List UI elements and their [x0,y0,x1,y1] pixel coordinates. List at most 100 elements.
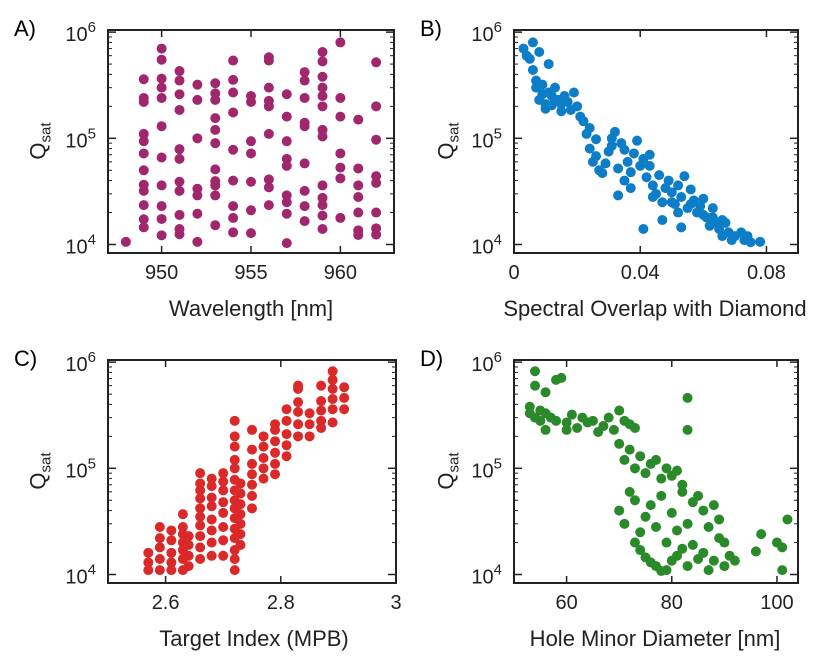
data-point-a [281,89,292,100]
data-point-d [703,522,714,533]
data-point-b [534,46,545,57]
data-point-c [218,468,229,479]
data-point-a [263,200,274,211]
data-point-a [281,197,292,208]
data-point-a [174,209,185,220]
data-point-a [353,163,364,174]
data-point-c [206,501,217,512]
data-point-c [218,476,229,487]
data-point-b [537,79,548,90]
data-point-d [635,451,646,462]
data-point-d [666,507,677,518]
data-point-c [293,431,304,442]
data-point-a [192,94,203,105]
data-point-b [600,158,611,169]
data-point-b [572,101,583,112]
axes-frame-d [513,359,799,584]
data-point-b [524,53,535,64]
panel-letter-b: B) [420,16,442,41]
data-point-d [614,438,625,449]
x-tick-label-a: 960 [324,262,357,284]
data-point-c [229,463,240,474]
data-point-b [685,199,696,210]
data-point-a [299,185,310,196]
data-point-a [281,136,292,147]
x-axis-label-b: Spectral Overlap with Diamond [503,296,807,321]
data-point-c [327,417,338,428]
data-point-a [228,74,239,85]
data-point-d [561,424,572,435]
y-tick-label-a: 104 [65,232,96,259]
data-point-a [210,113,221,124]
data-point-a [174,66,185,77]
data-point-a [228,87,239,98]
data-point-d [540,387,551,398]
data-point-b [619,144,630,155]
data-point-b [663,175,674,186]
data-point-c [154,522,165,533]
data-point-a [263,82,274,93]
data-point-d [629,495,640,506]
data-point-c [218,497,229,508]
data-point-c [229,454,240,465]
data-point-d [624,486,635,497]
data-point-d [640,468,651,479]
data-point-c [206,550,217,561]
data-point-a [246,91,256,102]
data-point-a [156,73,167,84]
data-point-a [335,212,346,223]
data-point-a [353,192,364,203]
data-point-c [206,481,217,492]
data-point-c [235,539,246,550]
data-point-a [156,121,167,132]
data-point-a [371,57,382,68]
data-point-b [717,215,728,226]
data-point-a [281,190,292,201]
data-point-a [138,222,149,233]
data-point-c [195,485,206,496]
data-point-c [281,429,292,440]
data-point-a [371,171,382,182]
data-point-a [353,207,364,218]
data-point-b [745,237,756,248]
x-tick-label-b: 0 [508,262,519,284]
data-point-c [316,380,327,391]
data-point-d [682,424,693,435]
data-point-b [654,170,665,181]
data-point-a [263,128,274,139]
data-point-b [647,180,658,191]
data-point-c [339,392,350,403]
data-point-b [673,207,684,218]
data-point-a [299,67,310,78]
data-point-c [195,520,206,531]
data-point-c [206,514,217,525]
data-point-c [229,441,240,452]
data-point-b [644,149,655,160]
data-point-b [644,160,655,171]
data-point-c [206,537,217,548]
data-point-b [584,143,595,154]
data-point-c [247,458,257,469]
data-point-c [304,419,315,430]
data-point-c [229,565,240,576]
y-tick-label-c: 105 [65,455,96,482]
data-point-a [210,176,221,187]
data-point-a [299,75,310,86]
data-point-d [561,417,572,428]
data-point-d [640,511,651,522]
data-point-a [156,201,167,212]
data-point-b [657,215,668,226]
data-point-a [138,214,149,225]
data-point-a [281,111,292,122]
data-point-d [651,522,661,533]
data-point-c [206,492,217,503]
data-point-c [195,511,206,522]
data-point-c [183,550,194,561]
y-tick-label-c: 104 [65,562,96,589]
data-point-a [246,228,256,239]
data-point-c [154,553,165,564]
data-point-a [210,78,221,89]
data-point-c [339,404,350,415]
